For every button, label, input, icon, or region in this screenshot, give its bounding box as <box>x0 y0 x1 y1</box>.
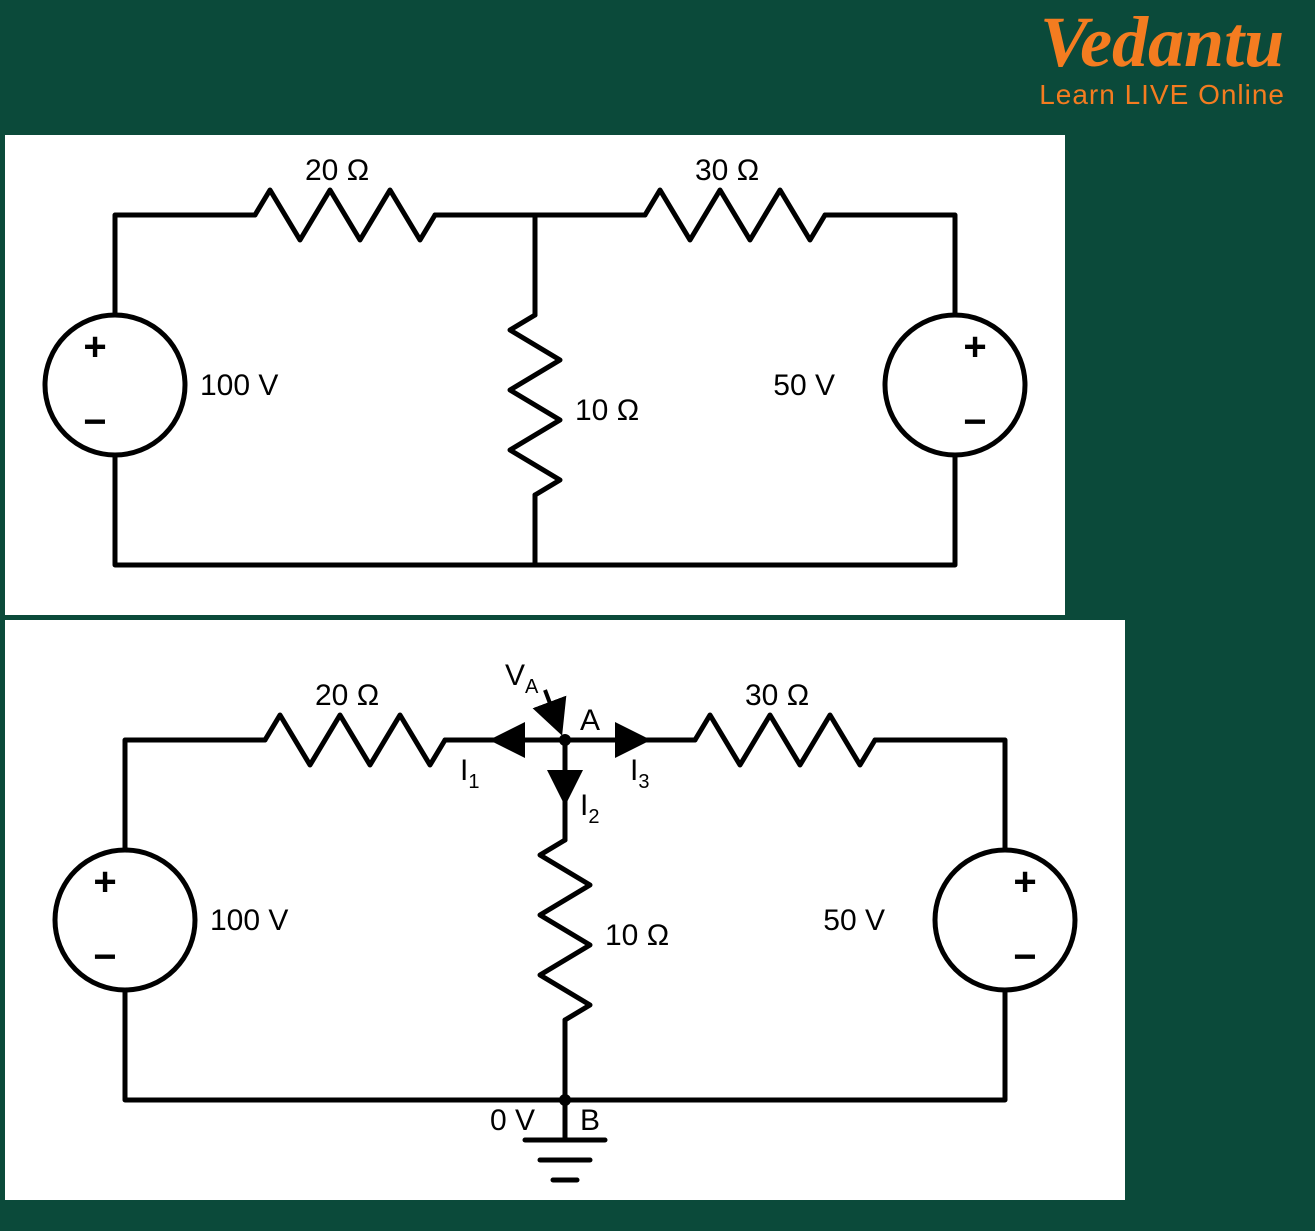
source-right-symbol <box>935 850 1075 990</box>
r-middle-label: 10 Ω <box>575 394 639 427</box>
i3-label: I3 <box>630 754 649 793</box>
source-left-minus: − <box>93 935 116 979</box>
brand-logo: Vedantu Learn LIVE Online <box>1039 10 1285 111</box>
va-label: VA <box>505 659 539 698</box>
page: Vedantu Learn LIVE Online <box>0 0 1315 1231</box>
node-b-dot <box>559 1094 571 1106</box>
wire <box>125 990 565 1100</box>
source-right-symbol <box>885 315 1025 455</box>
source-left-symbol <box>45 315 185 455</box>
r-top-left-label: 20 Ω <box>315 679 379 712</box>
source-right-minus: − <box>1013 935 1036 979</box>
source-right-plus: + <box>963 325 986 369</box>
wire <box>875 740 1005 850</box>
circuit-1-panel: + − + − 100 V 50 V 20 Ω 30 Ω 10 Ω <box>5 135 1065 615</box>
source-left-value: 100 V <box>210 904 288 937</box>
circuit-1-svg: + − + − 100 V 50 V 20 Ω 30 Ω 10 Ω <box>5 135 1065 615</box>
r-top-left-label: 20 Ω <box>305 154 369 187</box>
i1-label: I1 <box>460 754 479 793</box>
source-left-plus: + <box>83 325 106 369</box>
node-b-label: B <box>580 1104 600 1137</box>
resistor-top-left <box>255 190 435 240</box>
r-middle-label: 10 Ω <box>605 919 669 952</box>
brand-name: Vedantu <box>1039 10 1285 75</box>
wire <box>565 990 1005 1100</box>
source-left-plus: + <box>93 860 116 904</box>
node-a-label: A <box>580 704 600 737</box>
source-right-value: 50 V <box>773 369 835 402</box>
resistor-middle <box>510 315 560 495</box>
circuit-2-panel: + − + − 100 V 50 V 20 Ω 30 Ω 10 Ω VA A <box>5 620 1125 1200</box>
circuit-2-svg: + − + − 100 V 50 V 20 Ω 30 Ω 10 Ω VA A <box>5 620 1125 1200</box>
node-a-dot <box>559 734 571 746</box>
source-right-plus: + <box>1013 860 1036 904</box>
resistor-middle <box>540 840 590 1020</box>
resistor-top-right <box>695 715 875 765</box>
r-top-right-label: 30 Ω <box>745 679 809 712</box>
wire <box>115 455 535 565</box>
i2-label: I2 <box>580 789 599 828</box>
source-left-symbol <box>55 850 195 990</box>
wire <box>825 215 955 315</box>
r-top-right-label: 30 Ω <box>695 154 759 187</box>
source-left-value: 100 V <box>200 369 278 402</box>
resistor-top-left <box>265 715 445 765</box>
source-left-minus: − <box>83 400 106 444</box>
resistor-top-right <box>645 190 825 240</box>
source-right-minus: − <box>963 400 986 444</box>
brand-tagline: Learn LIVE Online <box>1039 79 1285 111</box>
wire <box>115 215 255 315</box>
va-pointer <box>545 690 560 730</box>
wire <box>535 455 955 565</box>
wire <box>125 740 265 850</box>
node-b-voltage: 0 V <box>490 1104 535 1137</box>
source-right-value: 50 V <box>823 904 885 937</box>
